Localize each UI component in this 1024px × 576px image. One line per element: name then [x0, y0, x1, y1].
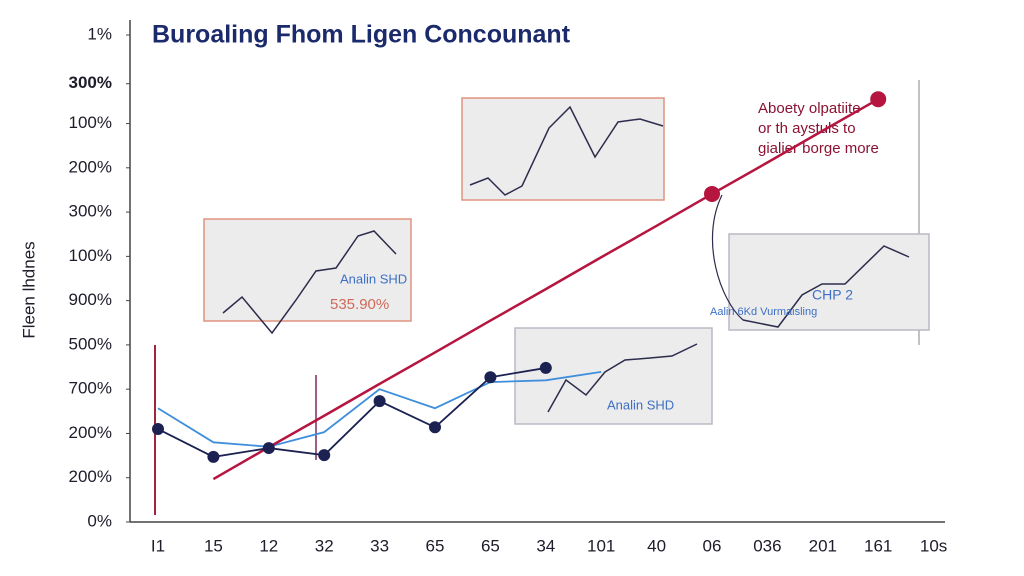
x-tick-label: 12 — [259, 536, 278, 555]
y-tick-label: 900% — [69, 290, 112, 309]
x-tick-label: 34 — [536, 536, 555, 555]
y-tick-label: 300% — [69, 73, 112, 92]
x-tick-label: 65 — [426, 536, 445, 555]
x-tick-label: 036 — [753, 536, 781, 555]
inset-line — [547, 343, 698, 413]
data-point — [262, 442, 275, 455]
x-tick-label: 06 — [703, 536, 722, 555]
x-tick-label: 33 — [370, 536, 389, 555]
series-line — [157, 371, 602, 448]
inset-box — [514, 327, 713, 425]
x-tick-label: 10s — [920, 536, 947, 555]
inset-line — [469, 105, 664, 196]
data-point — [318, 449, 331, 462]
x-tick-label: I1 — [151, 536, 165, 555]
y-tick-label: 200% — [69, 423, 112, 442]
x-tick-label: 65 — [481, 536, 500, 555]
y-axis-label: Fleen lhdnes — [19, 241, 38, 338]
x-tick-label: 15 — [204, 536, 223, 555]
series-line — [212, 98, 879, 481]
y-tick-label: 1% — [87, 24, 112, 43]
inset-label: Analin SHD — [340, 271, 407, 286]
inset-line — [742, 245, 910, 328]
inset-line — [222, 230, 397, 335]
inset-label: 535.90% — [330, 296, 389, 313]
data-point — [870, 91, 887, 108]
annotation: gialier borge more — [758, 140, 879, 157]
inset-label: Aalin 6Kd Vurmaisling — [710, 306, 817, 318]
y-tick-label: 200% — [69, 157, 112, 176]
inset-box — [203, 218, 412, 322]
inset-label: CHP 2 — [812, 287, 853, 303]
x-tick-label: 32 — [315, 536, 334, 555]
y-tick-label: 700% — [69, 379, 112, 398]
x-tick-label: 201 — [809, 536, 837, 555]
x-tick-label: 40 — [647, 536, 666, 555]
connector — [711, 194, 744, 321]
data-point — [152, 423, 164, 436]
x-tick-label: 101 — [587, 536, 615, 555]
inset-box — [728, 233, 930, 331]
y-tick-label: 300% — [69, 202, 112, 221]
inset-label: Analin SHD — [607, 397, 674, 412]
data-point — [429, 421, 441, 434]
data-point — [373, 395, 386, 408]
data-point — [484, 371, 497, 384]
series-line — [157, 367, 546, 458]
y-tick-label: 100% — [69, 113, 112, 132]
annotation: Aboety olpatiite — [758, 100, 861, 117]
y-tick-label: 100% — [69, 246, 112, 265]
y-tick-label: 200% — [69, 467, 112, 486]
y-tick-label: 0% — [87, 511, 112, 530]
data-point — [704, 185, 720, 202]
data-point — [539, 361, 552, 374]
annotation: or th aystuls to — [758, 120, 856, 137]
y-tick-label: 500% — [69, 334, 112, 353]
chart-title: Buroaling Fhom Ligen Concounant — [152, 21, 571, 49]
x-tick-label: 161 — [864, 536, 892, 555]
data-point — [207, 450, 220, 463]
